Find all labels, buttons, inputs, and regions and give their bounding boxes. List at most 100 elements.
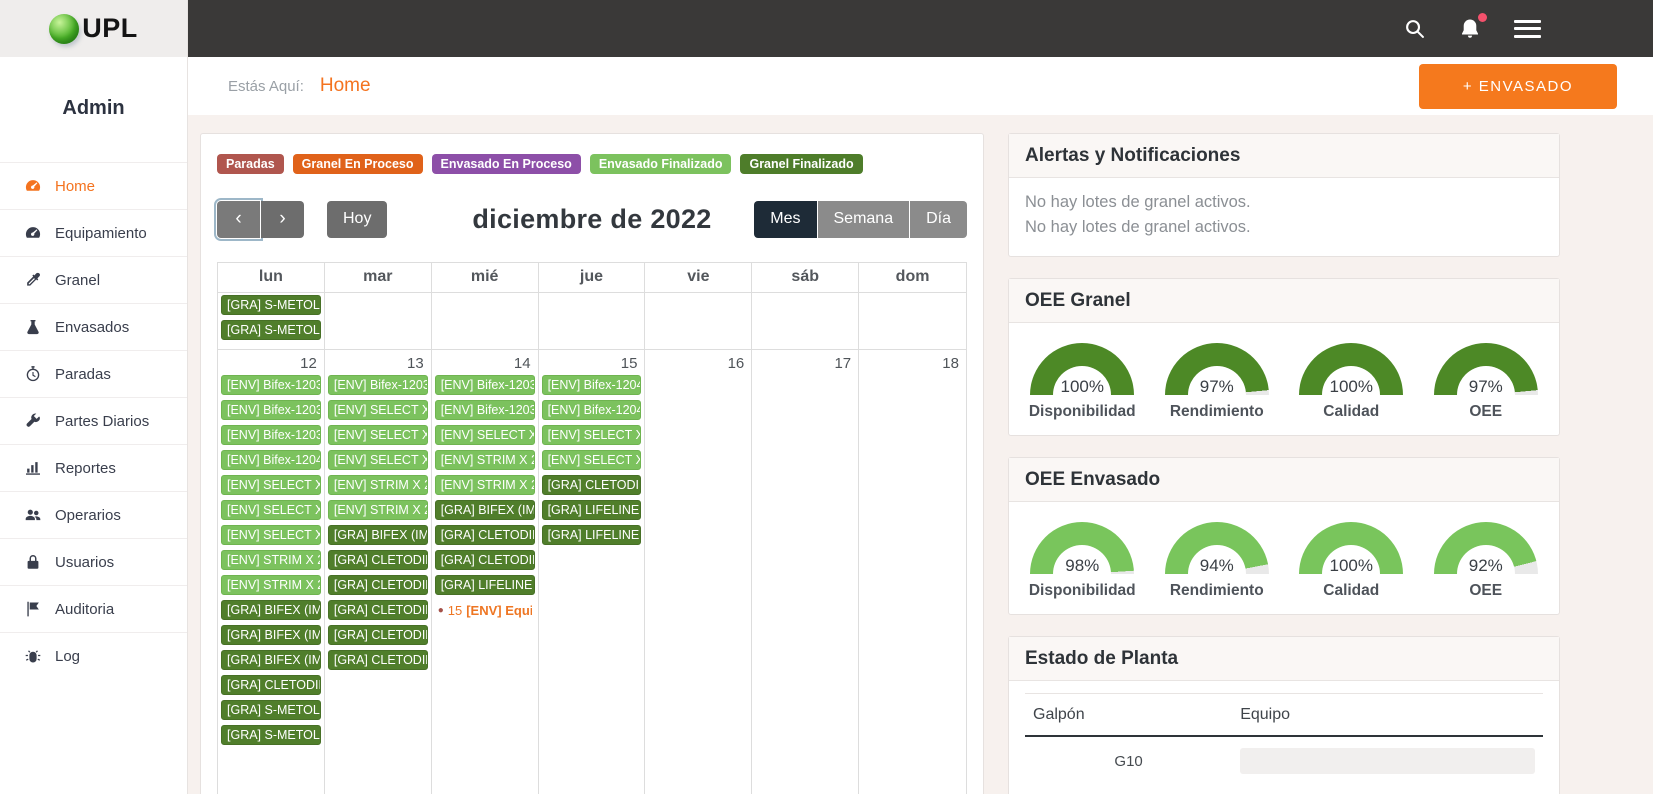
calendar-event[interactable]: [GRA] CLETODIM [327, 550, 428, 570]
gauge-rendimiento: 97% Rendimiento [1152, 343, 1282, 421]
calendar-event[interactable]: [ENV] Bifex-1203 [434, 375, 535, 395]
add-envasado-button[interactable]: + ENVASADO [1418, 63, 1617, 109]
calendar-event[interactable]: [GRA] BIFEX (IMID [221, 600, 321, 620]
bell-icon[interactable] [1458, 12, 1487, 41]
calendar-event[interactable]: [ENV] Bifex-1203 [327, 375, 428, 395]
calendar-day-cell[interactable] [325, 293, 432, 349]
gauge-label: Disponibilidad [1028, 403, 1136, 420]
calendar-event[interactable]: [GRA] CLETODIM [434, 550, 535, 570]
view-button-día[interactable]: Día [910, 200, 967, 238]
sidebar-item-reportes[interactable]: Reportes [0, 444, 187, 491]
calendar-event[interactable]: [GRA] CLETODIM [541, 475, 642, 495]
calendar-day-cell[interactable]: 17 [752, 350, 860, 794]
calendar-day-cell[interactable]: 18 [859, 350, 966, 794]
sidebar-item-operarios[interactable]: Operarios [0, 491, 187, 538]
logo[interactable]: UPL [0, 0, 187, 57]
next-month-button[interactable]: › [261, 200, 304, 238]
plant-table-body: G10 [1025, 736, 1543, 785]
calendar-event[interactable]: [ENV] Bifex-1203 [221, 375, 321, 395]
calendar-event[interactable]: [GRA] CLETODIM [327, 600, 428, 620]
calendar-day-cell[interactable]: 14 [ENV] Bifex-1203 [ENV] Bifex-1203 [ENV] … [432, 350, 539, 794]
calendar-event[interactable]: [GRA] CLETODIM [327, 625, 428, 645]
sidebar-item-equipamiento[interactable]: Equipamiento [0, 209, 187, 256]
calendar-event[interactable]: [GRA] S-METOLA [221, 700, 321, 720]
calendar-event[interactable]: [GRA] LIFELINE GR [434, 575, 535, 595]
breadcrumb-current[interactable]: Home [319, 75, 371, 96]
sidebar-item-log[interactable]: Log [0, 632, 187, 679]
sidebar-item-granel[interactable]: Granel [0, 256, 187, 303]
calendar-event[interactable]: [ENV] SELECT X 10 [434, 425, 535, 445]
calendar-event[interactable]: [ENV] Bifex-1203 [221, 425, 321, 445]
notification-dot [1478, 12, 1487, 22]
calendar-event[interactable]: [ENV] SELECT X 10 [327, 425, 428, 445]
wrench-icon [24, 412, 42, 430]
calendar-event[interactable]: [ENV] Bifex-1203 [221, 400, 321, 420]
view-button-mes[interactable]: Mes [754, 200, 817, 238]
calendar-event[interactable]: [ENV] Bifex-1203 [434, 400, 535, 420]
sidebar-item-auditoria[interactable]: Auditoria [0, 585, 187, 632]
calendar-event[interactable]: [GRA] CLETODIM [327, 575, 428, 595]
gauge-rendimiento: 94% Rendimiento [1152, 522, 1282, 600]
sidebar-item-paradas[interactable]: Paradas [0, 350, 187, 397]
menu-icon[interactable] [1514, 15, 1541, 42]
calendar-event[interactable]: [ENV] SELECT X 10 [221, 475, 321, 495]
calendar-event[interactable]: [ENV] SELECT X 10 [327, 400, 428, 420]
calendar-event[interactable]: [GRA] BIFEX (IMID [434, 500, 535, 520]
plant-column-header: Equipo [1232, 693, 1543, 737]
calendar-day-cell[interactable] [752, 293, 860, 349]
view-button-semana[interactable]: Semana [817, 200, 910, 238]
alerts-title: Alertas y Notificaciones [1009, 134, 1559, 178]
gauge-oee: 97% OEE [1421, 343, 1551, 421]
calendar-event[interactable]: [ENV] STRIM X 20 [327, 475, 428, 495]
calendar-event[interactable]: [ENV] Bifex-1204 [541, 375, 642, 395]
search-icon[interactable] [1403, 17, 1426, 40]
calendar-list-event[interactable]: ●15[ENV] Equip [435, 600, 535, 620]
plant-status-body: Galpón Equipo G10 [1009, 681, 1559, 785]
calendar-event[interactable]: [GRA] LIFELINE GR [541, 500, 642, 520]
calendar-event[interactable]: [ENV] Bifex-1204 [541, 400, 642, 420]
calendar-event[interactable]: [ENV] SELECT X 10 [327, 450, 428, 470]
day-header: lun [218, 263, 325, 292]
date-number: 15 [620, 355, 638, 372]
sidebar-item-label: Log [55, 647, 81, 665]
calendar-event[interactable]: [GRA] S-METOLA [221, 295, 321, 315]
gauge-value: 98% [1065, 556, 1100, 574]
calendar-event[interactable]: [GRA] S-METOLA [221, 725, 321, 745]
calendar-event[interactable]: [ENV] SELECT X 10 [541, 450, 642, 470]
calendar-event[interactable]: [GRA] CLETODIM [221, 675, 321, 695]
calendar-day-cell[interactable]: 16 [645, 350, 753, 794]
calendar-day-cell[interactable] [645, 293, 753, 349]
calendar-day-cell[interactable]: 15 [ENV] Bifex-1204 [ENV] Bifex-1204 [ENV] … [539, 350, 646, 794]
sidebar-item-partes-diarios[interactable]: Partes Diarios [0, 397, 187, 444]
calendar-event[interactable]: [GRA] CLETODIM [327, 650, 428, 670]
calendar-event[interactable]: [ENV] SELECT X 10 [221, 500, 321, 520]
calendar-event[interactable]: [ENV] STRIM X 20 [221, 575, 321, 595]
today-button[interactable]: Hoy [327, 200, 388, 238]
calendar-day-cell[interactable]: 12 [ENV] Bifex-1203 [ENV] Bifex-1203 [ENV] … [218, 350, 325, 794]
calendar-day-cell[interactable]: 13 [ENV] Bifex-1203 [ENV] SELECT X 10 [ENV]… [325, 350, 432, 794]
calendar-event[interactable]: [ENV] SELECT X 10 [541, 425, 642, 445]
calendar-event[interactable]: [GRA] BIFEX (IMID [221, 650, 321, 670]
calendar-event[interactable]: [GRA] S-METOLA [221, 320, 321, 340]
calendar-day-cell[interactable]: [GRA] S-METOLA [GRA] S-METOLA [218, 293, 325, 349]
calendar-event[interactable]: [GRA] BIFEX (IMID [221, 625, 321, 645]
calendar-event[interactable]: [ENV] STRIM X 20 [221, 550, 321, 570]
calendar-event[interactable]: [ENV] SELECT X 10 [221, 525, 321, 545]
calendar-event[interactable]: [ENV] Bifex-1204 [221, 450, 321, 470]
sidebar-item-usuarios[interactable]: Usuarios [0, 538, 187, 585]
calendar-event[interactable]: [GRA] LIFELINE GR [541, 525, 642, 545]
calendar-event[interactable]: [ENV] STRIM X 20 [327, 500, 428, 520]
calendar-day-cell[interactable] [539, 293, 646, 349]
calendar-day-cell[interactable] [859, 293, 966, 349]
gauge-disponibilidad: 100% Disponibilidad [1017, 343, 1147, 421]
calendar-event[interactable]: [ENV] STRIM X 20 [434, 475, 535, 495]
gauge-calidad: 100% Calidad [1286, 343, 1416, 421]
calendar-event[interactable]: [GRA] CLETODIM [434, 525, 535, 545]
sidebar-item-home[interactable]: Home [0, 162, 187, 209]
calendar-event[interactable]: [GRA] BIFEX (IMID [327, 525, 428, 545]
calendar-day-cell[interactable] [432, 293, 539, 349]
sidebar-item-envasados[interactable]: Envasados [0, 303, 187, 350]
calendar-event[interactable]: [ENV] STRIM X 20 [434, 450, 535, 470]
prev-month-button[interactable]: ‹ [214, 197, 263, 241]
flask-icon [24, 318, 42, 336]
